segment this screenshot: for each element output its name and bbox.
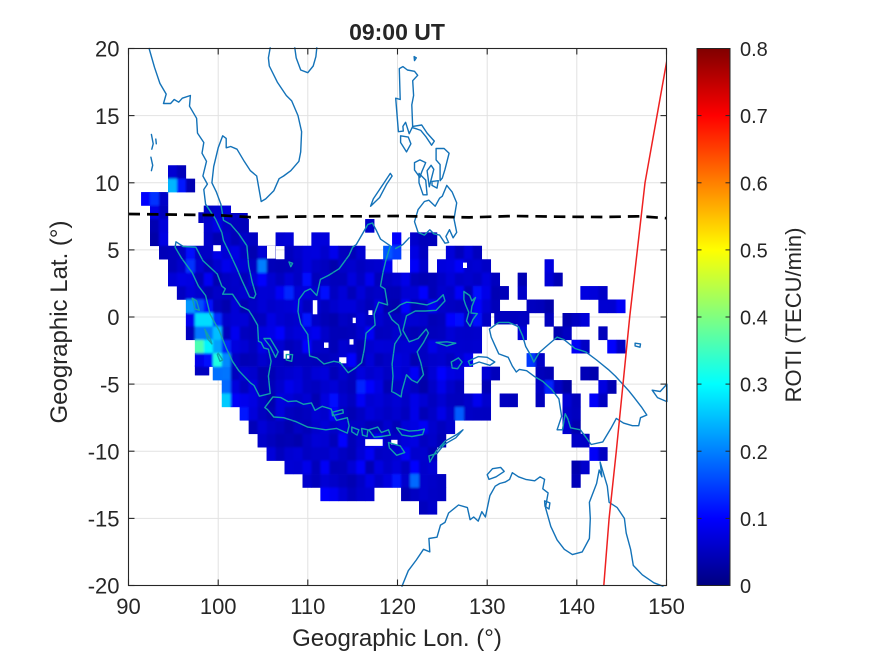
svg-text:100: 100 — [200, 594, 237, 619]
svg-text:20: 20 — [95, 37, 119, 62]
svg-text:Geographic Lat. (°): Geographic Lat. (°) — [46, 220, 73, 423]
svg-text:0.2: 0.2 — [740, 442, 768, 464]
svg-text:0.4: 0.4 — [740, 308, 768, 330]
svg-text:0.7: 0.7 — [740, 106, 768, 128]
svg-text:ROTI (TECU/min): ROTI (TECU/min) — [781, 228, 806, 403]
svg-text:-5: -5 — [100, 372, 120, 397]
svg-text:0: 0 — [740, 576, 751, 598]
svg-text:0.8: 0.8 — [740, 39, 768, 61]
svg-text:120: 120 — [379, 594, 416, 619]
svg-text:-20: -20 — [88, 574, 120, 599]
svg-text:-10: -10 — [88, 439, 120, 464]
svg-text:0.3: 0.3 — [740, 375, 768, 397]
svg-text:5: 5 — [107, 238, 119, 263]
svg-text:0.1: 0.1 — [740, 509, 768, 531]
svg-text:09:00 UT: 09:00 UT — [349, 19, 445, 45]
svg-text:Geographic Lon. (°): Geographic Lon. (°) — [292, 625, 502, 652]
svg-text:130: 130 — [469, 594, 506, 619]
svg-text:0: 0 — [107, 305, 119, 330]
svg-text:110: 110 — [290, 594, 325, 619]
svg-text:90: 90 — [116, 594, 140, 619]
svg-text:0.6: 0.6 — [740, 173, 768, 195]
svg-text:140: 140 — [558, 594, 595, 619]
svg-text:150: 150 — [648, 594, 685, 619]
svg-text:-15: -15 — [88, 507, 120, 532]
svg-text:10: 10 — [95, 171, 119, 196]
svg-text:15: 15 — [95, 104, 119, 129]
svg-text:0.5: 0.5 — [740, 240, 768, 262]
